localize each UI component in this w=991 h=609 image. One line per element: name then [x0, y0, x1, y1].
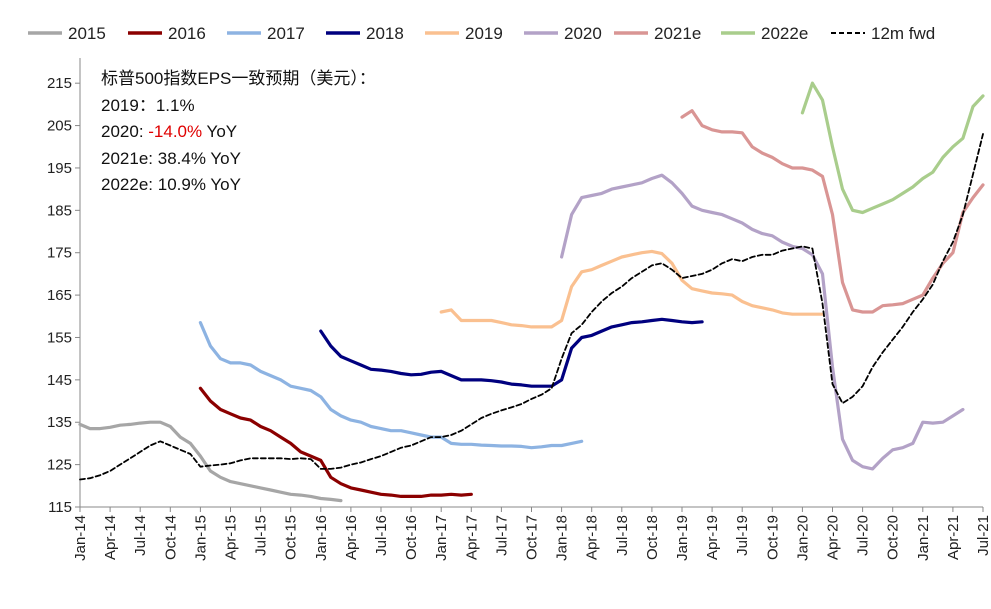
legend-label: 2020 — [564, 24, 602, 43]
x-tick-label: Apr-21 — [945, 515, 962, 560]
annotation-line-2020: 2020: -14.0% YoY — [101, 119, 376, 146]
y-tick-label: 215 — [47, 75, 72, 92]
legend-label: 2021e — [654, 24, 701, 43]
y-tick-label: 115 — [48, 499, 72, 516]
x-tick-label: Jul-16 — [373, 515, 390, 556]
legend-label: 2018 — [366, 24, 404, 43]
x-tick-label: Oct-15 — [283, 515, 300, 560]
legend-label: 2017 — [267, 24, 305, 43]
legend-item-2018: 2018 — [326, 24, 404, 43]
legend-item-2017: 2017 — [227, 24, 305, 43]
y-tick-label: 205 — [47, 118, 72, 135]
legend-label: 2022e — [761, 24, 808, 43]
annotation-value: 1.1% — [155, 95, 195, 115]
x-tick-label: Apr-18 — [584, 515, 601, 560]
annotation-label: 2019： — [101, 95, 156, 115]
x-tick-label: Oct-19 — [764, 515, 781, 560]
x-tick-label: Oct-17 — [524, 515, 541, 560]
y-tick-label: 155 — [47, 329, 72, 346]
annotation-line-2022e: 2022e: 10.9% YoY — [101, 172, 376, 199]
x-tick-label: Jan-20 — [794, 515, 811, 561]
x-tick-label: Oct-14 — [162, 515, 179, 560]
x-tick-label: Oct-16 — [403, 515, 420, 560]
x-tick-label: Jul-21 — [975, 515, 991, 556]
annotation-value: 38.4% — [157, 148, 206, 168]
annotation-suffix: YoY — [205, 175, 241, 194]
chart-legend: 2015 2016 2017 2018 2019 2020 2021e 2022e 12m fw… — [28, 24, 935, 43]
annotation-label: 2020: — [101, 122, 149, 141]
x-tick-label: Apr-17 — [463, 515, 480, 560]
annotation-title: 标普500指数EPS一致预期（美元）： — [101, 69, 376, 88]
annotation-suffix: YoY — [205, 148, 241, 168]
legend-item-2015: 2015 — [28, 24, 106, 43]
x-tick-label: Jul-14 — [132, 515, 149, 556]
legend-label: 2016 — [168, 24, 206, 43]
legend-label: 2015 — [68, 24, 106, 43]
legend-label: 2019 — [465, 24, 503, 43]
x-tick-label: Apr-14 — [102, 515, 119, 560]
x-tick-label: Jan-21 — [915, 515, 932, 561]
legend-item-2019: 2019 — [425, 24, 503, 43]
y-tick-label: 165 — [47, 287, 72, 304]
legend-item-2016: 2016 — [128, 24, 206, 43]
eps-annotation-box: 标普500指数EPS一致预期（美元）： 2019：1.1% 2020: -14.… — [101, 66, 376, 199]
chart-axes: 115 125 135 145 155 165 175 185 195 205 215 Jan-14 A… — [47, 58, 991, 561]
y-tick-label: 175 — [47, 245, 72, 262]
y-tick-label: 185 — [47, 202, 72, 219]
x-tick-label: Apr-15 — [223, 515, 240, 560]
annotation-label: 2022e: — [101, 175, 158, 194]
x-tick-label: Jan-14 — [72, 515, 89, 561]
series-line-2018 — [319, 317, 704, 388]
series-layer — [78, 81, 985, 503]
series-line-2021e — [680, 109, 985, 314]
x-tick-label: Apr-20 — [825, 515, 842, 560]
x-tick-label: Jul-20 — [855, 515, 872, 556]
x-tick-label: Oct-18 — [644, 515, 661, 560]
legend-item-2020: 2020 — [524, 24, 602, 43]
x-tick-label: Jan-18 — [554, 515, 571, 561]
annotation-line-2019: 2019：1.1% — [101, 93, 376, 120]
x-tick-label: Apr-19 — [704, 515, 721, 560]
x-tick-label: Jul-19 — [734, 515, 751, 556]
legend-label: 12m fwd — [871, 24, 935, 43]
y-tick-label: 145 — [47, 372, 72, 389]
legend-item-2022e: 2022e — [721, 24, 808, 43]
series-line-2019 — [439, 249, 825, 329]
annotation-line-2021e: 2021e: 38.4% YoY — [101, 146, 376, 173]
series-line-2020 — [560, 173, 965, 471]
series-line-2017 — [198, 321, 584, 450]
y-tick-label: 135 — [47, 414, 72, 431]
series-line-2022e — [800, 81, 985, 215]
series-line-2015 — [78, 420, 343, 503]
annotation-suffix: YoY — [202, 122, 238, 141]
y-tick-label: 195 — [47, 160, 72, 177]
legend-item-2021e: 2021e — [614, 24, 701, 43]
x-tick-label: Jan-16 — [313, 515, 330, 561]
x-tick-label: Jul-18 — [614, 515, 631, 556]
x-tick-label: Oct-20 — [885, 515, 902, 560]
x-tick-label: Jan-19 — [674, 515, 691, 561]
annotation-label: 2021e: — [101, 148, 158, 168]
x-tick-label: Jan-15 — [192, 515, 209, 561]
x-tick-label: Jan-17 — [433, 515, 450, 561]
annotation-value-highlight: -14.0% — [148, 122, 203, 141]
x-tick-label: Jul-15 — [253, 515, 270, 556]
legend-item-12m-fwd: 12m fwd — [831, 24, 935, 43]
series-line-12m-fwd — [79, 133, 984, 481]
annotation-value: 10.9% — [157, 175, 206, 194]
x-tick-label: Jul-17 — [493, 515, 510, 556]
x-tick-label: Apr-16 — [343, 515, 360, 560]
y-tick-label: 125 — [47, 457, 72, 474]
series-line-2016 — [198, 386, 473, 498]
